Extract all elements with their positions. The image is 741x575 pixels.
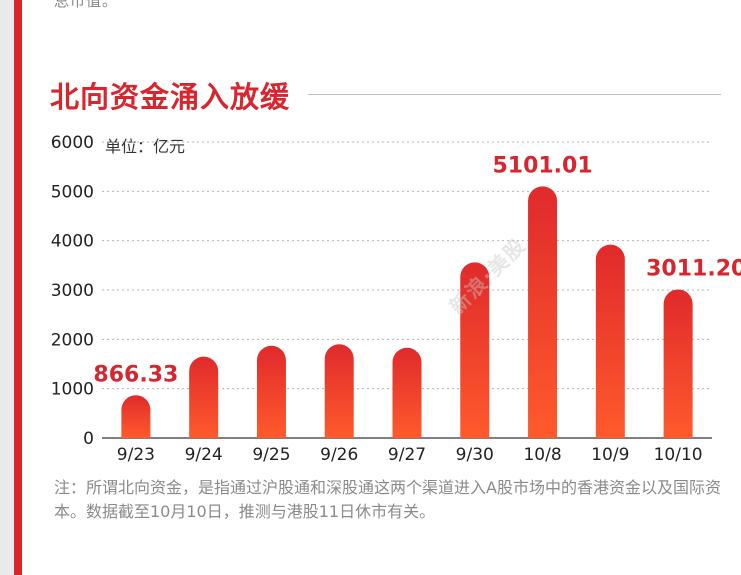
bar-10-8 <box>528 186 558 438</box>
y-tick-label: 5000 <box>51 182 94 202</box>
bar-9-23 <box>121 395 151 438</box>
chart-title: 北向资金涌入放缓 <box>50 80 291 114</box>
bar-9-27 <box>392 347 422 438</box>
y-tick-label: 2000 <box>51 330 94 350</box>
bar-10-9 <box>595 244 625 438</box>
y-tick-label: 1000 <box>51 380 94 400</box>
x-tick-label: 9/23 <box>117 445 155 465</box>
bar-9-26 <box>324 344 354 438</box>
data-label: 3011.20 <box>646 256 741 281</box>
x-tick-label: 10/8 <box>523 445 561 465</box>
x-tick-label: 9/24 <box>185 445 223 465</box>
x-tick-label: 10/10 <box>654 445 703 465</box>
data-label: 866.33 <box>93 362 178 387</box>
footnote: 注：所谓北向资金，是指通过沪股通和深股通这两个渠道进入A股市场中的香港资金以及国… <box>54 478 721 521</box>
y-tick-label: 6000 <box>51 133 94 153</box>
x-tick-label: 9/26 <box>320 445 358 465</box>
unit-label: 单位：亿元 <box>105 137 186 156</box>
y-tick-label: 4000 <box>51 232 94 252</box>
title-divider <box>308 94 721 95</box>
x-tick-label: 9/30 <box>456 445 494 465</box>
bar-10-10 <box>663 289 693 438</box>
y-tick-label: 3000 <box>51 281 94 301</box>
top-text-fragment: 总市值。 <box>54 0 119 10</box>
x-tick-label: 9/27 <box>388 445 426 465</box>
data-label: 5101.01 <box>492 153 592 178</box>
bar-9-30 <box>460 262 490 438</box>
x-tick-label: 10/9 <box>591 445 629 465</box>
x-tick-label: 9/25 <box>252 445 290 465</box>
y-tick-label: 0 <box>83 429 94 449</box>
bar-9-25 <box>256 345 286 438</box>
bar-9-24 <box>189 356 219 438</box>
left-accent-bar <box>0 0 24 575</box>
